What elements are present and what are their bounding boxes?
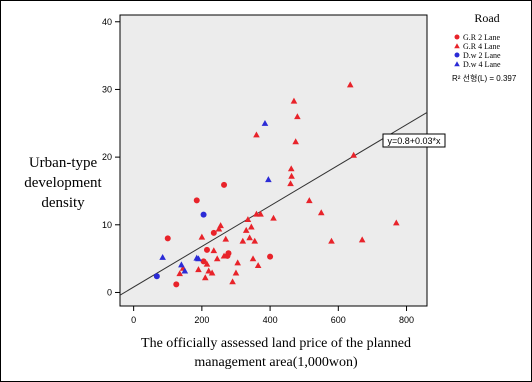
data-point [287,180,294,187]
data-point [346,81,354,88]
y-axis-ticks: 0 10 20 30 40 [102,17,120,297]
data-point [239,237,247,244]
legend-marker [454,61,460,67]
data-point [173,281,180,288]
x-axis-label-line-2: management area(1,000won) [194,355,358,370]
legend-title: Road [474,11,499,25]
data-point [393,219,400,226]
data-point [254,262,262,269]
data-point [181,267,189,274]
data-point [203,246,210,253]
data-point [201,274,209,281]
data-point [242,226,250,233]
data-point [287,165,295,172]
legend-label: D.w 2 Lane [463,51,501,60]
y-tick-label: 10 [102,220,112,230]
data-point [248,223,255,230]
data-point [213,255,221,262]
data-point [220,252,228,259]
data-point [208,269,216,276]
fit-line-group: y=0.8+0.03*x [119,112,446,296]
data-point [328,237,335,244]
data-point [221,181,228,188]
data-point [261,119,269,126]
legend-marker [454,34,460,40]
data-point [265,176,272,183]
data-point [222,235,230,242]
data-point [153,273,160,280]
x-tick-label: 400 [263,315,278,325]
data-point [205,267,212,274]
fit-equation-label: y=0.8+0.03*x [387,136,441,146]
data-point [193,197,200,204]
y-tick-label: 30 [102,84,112,94]
data-point [246,234,253,241]
legend-marker [454,52,460,58]
data-point [195,266,202,273]
y-axis-label-line-2: development [24,175,102,191]
data-point [251,237,259,244]
data-point [358,236,366,243]
y-tick-label: 40 [102,17,112,27]
legend-r2-label: R² 선형(L) = 0.397 [452,74,517,83]
data-point [200,258,207,265]
y-axis-label-line-1: Urban-type [28,155,98,171]
data-point [217,222,224,229]
data-point [176,270,183,277]
data-point [317,209,325,216]
data-point [210,247,218,254]
data-point [288,172,295,179]
equation-box [382,133,446,148]
data-point [253,131,260,138]
data-point [249,255,257,262]
data-point [306,197,313,204]
y-tick-label: 20 [102,152,112,162]
x-tick-label: 200 [194,315,209,325]
data-point [178,261,185,268]
data-point [159,253,166,260]
data-point [244,216,252,223]
data-point [290,97,298,104]
data-point [164,235,171,242]
data-point [210,229,217,236]
x-tick-label: 0 [131,315,136,325]
legend-marker [454,43,460,49]
data-point [270,214,277,221]
data-point [198,233,206,240]
data-points [153,81,400,288]
data-point [234,259,241,266]
data-point [195,255,202,262]
data-point [215,225,223,232]
plot-area [119,14,428,307]
data-point [292,138,299,145]
x-tick-label: 800 [399,315,414,325]
data-point [225,250,232,257]
y-axis-label-line-3: density [41,195,85,211]
data-point [232,269,240,276]
legend-label: G.R 2 Lane [463,33,501,42]
data-point [203,260,211,267]
x-axis-ticks: 0 200 400 600 800 [131,306,414,325]
fit-line [119,112,428,296]
data-point [350,151,357,158]
data-point [200,211,207,218]
x-tick-label: 600 [331,315,346,325]
data-point [229,278,236,285]
legend-label: G.R 4 Lane [463,42,501,51]
y-tick-label: 0 [107,287,112,297]
data-point [294,113,301,120]
x-axis-label-line-1: The officially assessed land price of th… [141,336,411,351]
data-point [267,253,274,260]
data-point [257,210,264,217]
legend-label: D.w 4 Lane [463,60,501,69]
